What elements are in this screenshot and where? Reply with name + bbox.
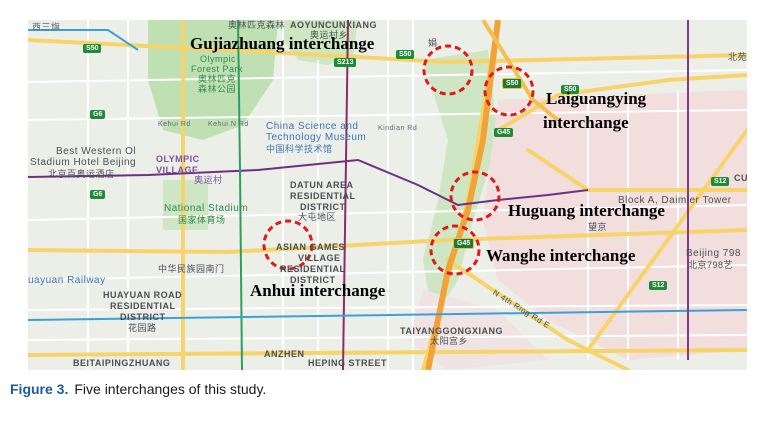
anhui-circle — [262, 219, 314, 271]
map-base — [28, 20, 747, 370]
shield-s50-west: S50 — [83, 44, 102, 53]
shield-s213: S213 — [334, 58, 357, 67]
shield-s50-laiguangying: S50 — [502, 78, 523, 89]
label-laiguangying-line2: interchange — [543, 113, 629, 132]
figure-caption-text: Five interchanges of this study. — [74, 381, 267, 397]
map-label-kehui-rd: Kehui Rd — [158, 121, 191, 128]
shield-g45-wanghe: G45 — [453, 238, 475, 249]
figure-caption: Figure 3. Five interchanges of this study… — [10, 381, 266, 397]
map-label-taiyanggong-cn: 太阳宫乡 — [430, 336, 469, 346]
map-label-best-western-1: Best Western Ol — [56, 146, 137, 157]
map-label-olympic-village-cn: 奥运村 — [194, 175, 223, 185]
map-label-beijing-798: Beijing 798 — [686, 248, 741, 259]
label-laiguangying-line1: Laiguangying — [546, 89, 647, 108]
map-label-olympic-park-1: Olympic — [200, 54, 237, 64]
map-label-taiyanggong: TAIYANGGONGXIANG — [400, 326, 504, 336]
map-label-asian-games-4: DISTRICT — [290, 275, 336, 285]
shield-s12-b: S12 — [649, 281, 668, 290]
shield-g6-a: G6 — [90, 110, 106, 119]
map-label-huayuan-2: RESIDENTIAL — [110, 301, 176, 311]
map-label-heping-street: HEPING STREET — [308, 358, 388, 368]
map-label-beitaipingzhuang: BEITAIPINGZHUANG — [73, 358, 171, 368]
map-label-juan: 娟 — [428, 38, 438, 48]
map-label-aoyuncunxiang: AOYUNCUNXIANG — [290, 20, 378, 30]
map-label-huayuan-3: DISTRICT — [120, 312, 166, 322]
wanghe-circle — [429, 224, 481, 276]
map-label-datun-2: RESIDENTIAL — [290, 191, 356, 201]
shield-s50-east: S50 — [561, 85, 580, 94]
map-label-olympic-park-cn-1: 奥林匹克 — [198, 74, 237, 84]
map-label-national-stadium-cn: 国家体育场 — [178, 215, 226, 225]
map-label-kehui-n-rd: Kehui N Rd — [208, 121, 249, 128]
map-label-beijing-798-cn: 北京798艺 — [688, 260, 734, 270]
map-label-asian-games-3: RESIDENTIAL — [280, 264, 346, 274]
map-label-olympic-village-2: VILLAGE — [156, 165, 199, 175]
map-label-huayuan-cn: 花园路 — [128, 323, 157, 333]
label-gujiazhuang-interchange: Gujiazhuang interchange — [190, 34, 375, 53]
map: 西三旗 奥林匹克森林 AOYUNCUNXIANG 奥运村乡 Olympic Fo… — [28, 20, 747, 370]
map-label-beigao: 北苑 — [728, 52, 747, 62]
map-label-kindian-rd: Kindian Rd — [378, 125, 418, 132]
map-label-huayuan-1: HUAYUAN ROAD — [103, 290, 183, 300]
shield-s50-mid: S50 — [396, 50, 415, 59]
map-label-csm-2: Technology Museum — [266, 132, 367, 143]
metro-line-blue — [28, 309, 747, 321]
map-label-datun-3: DISTRICT — [300, 202, 346, 212]
map-label-olympic-park-2: Forest Park — [191, 64, 244, 74]
map-label-asian-games-2: VILLAGE — [298, 253, 341, 263]
gujiazhuang-circle — [422, 44, 474, 96]
label-anhui-interchange: Anhui interchange — [250, 281, 386, 300]
map-label-datun-cn: 大屯地区 — [298, 212, 337, 222]
map-label-garden-cn: 中华民族园南门 — [158, 264, 225, 274]
shield-s12-a: S12 — [711, 177, 730, 186]
map-label-aoyuncun-cn: 奥运村乡 — [310, 30, 349, 40]
map-label-anzhen: ANZHEN — [264, 349, 305, 359]
shield-g45-north: G45 — [494, 128, 514, 137]
green-belt — [423, 50, 498, 320]
map-label-best-western-cn: 北京百奥运酒店 — [48, 169, 115, 179]
map-label-xisanqi: 西三旗 — [32, 22, 61, 32]
map-label-datun-1: DATUN AREA — [290, 180, 354, 190]
wangjing-district — [483, 90, 747, 360]
map-label-aoyun-cn: 奥林匹克森林 — [228, 20, 286, 30]
map-label-wangjing: 望京 — [588, 222, 608, 232]
map-label-olympic-village-1: OLYMPIC — [156, 154, 200, 164]
map-label-daimler: Block A, Daimler Tower — [618, 195, 732, 206]
map-label-olympic-park-cn-2: 森林公园 — [198, 84, 237, 94]
map-label-national-stadium: National Stadium — [164, 203, 249, 214]
map-label-cu: CU — [734, 173, 747, 183]
shield-g6-b: G6 — [90, 190, 106, 199]
map-label-best-western-2: Stadium Hotel Beijing — [30, 157, 137, 168]
metro-line-purple — [28, 158, 589, 207]
figure-label: Figure 3. — [10, 381, 69, 397]
label-wanghe-interchange: Wanghe interchange — [486, 246, 636, 265]
laiguangying-circle — [483, 65, 535, 117]
map-label-huayuan-railway: uayuan Railway — [28, 275, 106, 286]
map-label-csm-1: China Science and — [266, 121, 359, 132]
huguang-circle — [449, 170, 501, 222]
map-label-asian-games-1: ASIAN GAMES — [276, 242, 346, 252]
map-label-csm-cn: 中国科学技术馆 — [266, 144, 333, 154]
label-huguang-interchange: Huguang interchange — [508, 201, 665, 220]
metro-line-green — [237, 20, 243, 370]
